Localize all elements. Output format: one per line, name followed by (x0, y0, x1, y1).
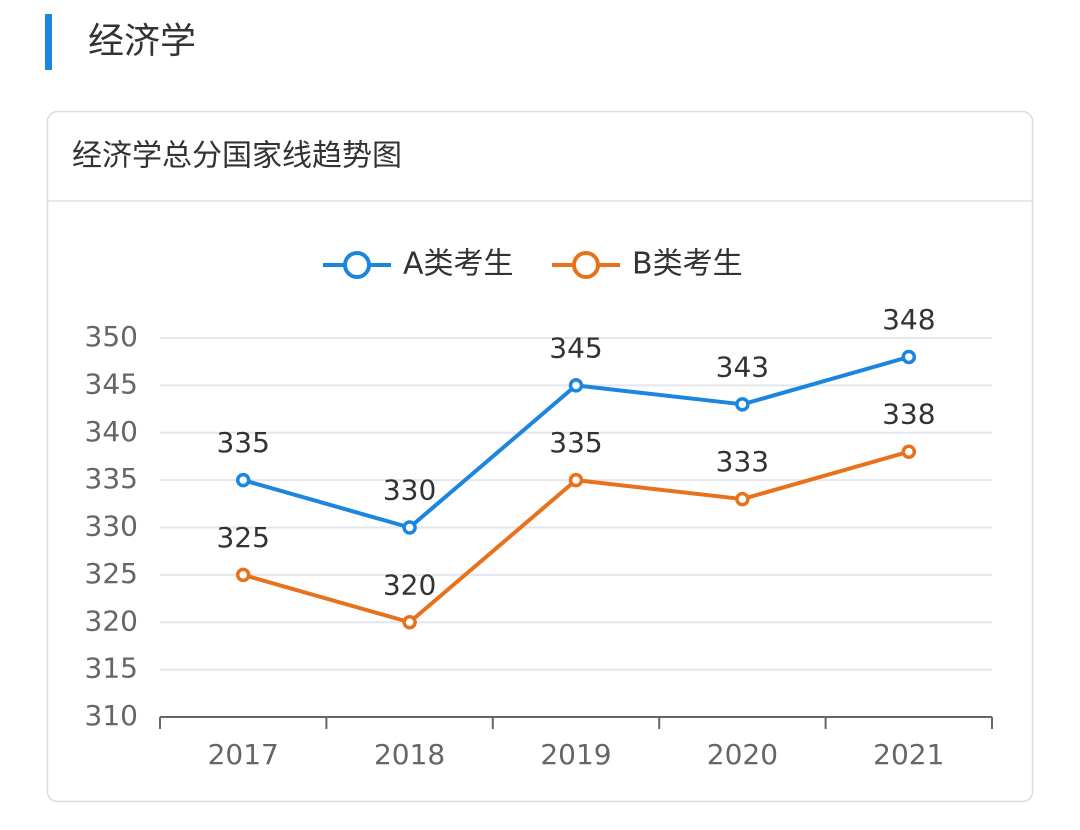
x-tick-label: 2020 (707, 738, 778, 771)
point (235, 472, 251, 488)
x-tick-label: 2019 (540, 738, 611, 771)
y-tick-label: 340 (85, 415, 138, 448)
y-tick-label: 315 (85, 652, 138, 685)
chart-title: 经济学总分国家线趋势图 (72, 139, 402, 174)
point (402, 520, 417, 535)
data-label: 330 (383, 474, 436, 507)
card (46, 110, 1034, 803)
data-label: 348 (882, 303, 935, 336)
point (735, 397, 750, 412)
data-label: 345 (549, 331, 602, 364)
point (235, 567, 251, 583)
x-tick-label: 2021 (873, 738, 944, 771)
legend-label: A类考生 (403, 247, 514, 282)
data-label: 333 (716, 445, 769, 478)
point (568, 472, 584, 488)
y-tick-label: 325 (85, 557, 138, 590)
y-tick-label: 345 (85, 367, 138, 400)
legend-label: B类考生 (632, 247, 743, 282)
data-label: 335 (549, 426, 602, 459)
data-label: 335 (216, 426, 269, 459)
y-tick-label: 320 (85, 604, 138, 637)
y-tick-label: 350 (85, 320, 138, 353)
point (735, 491, 750, 507)
header-title: 经济学 (88, 21, 196, 62)
data-label: 338 (882, 398, 935, 431)
point (402, 615, 417, 630)
y-tick-label: 330 (85, 510, 138, 543)
data-label: 343 (716, 350, 769, 383)
point (901, 349, 917, 365)
x-tick-label: 2017 (208, 738, 279, 771)
point (568, 378, 584, 393)
legend-marker (572, 251, 600, 279)
x-tick-label: 2018 (374, 738, 445, 771)
y-tick-label: 310 (85, 699, 138, 732)
data-label: 320 (383, 568, 436, 601)
data-label: 325 (216, 521, 269, 554)
header-accent (45, 14, 52, 70)
legend-marker (343, 251, 371, 279)
point (901, 444, 917, 459)
y-tick-label: 335 (85, 462, 138, 495)
